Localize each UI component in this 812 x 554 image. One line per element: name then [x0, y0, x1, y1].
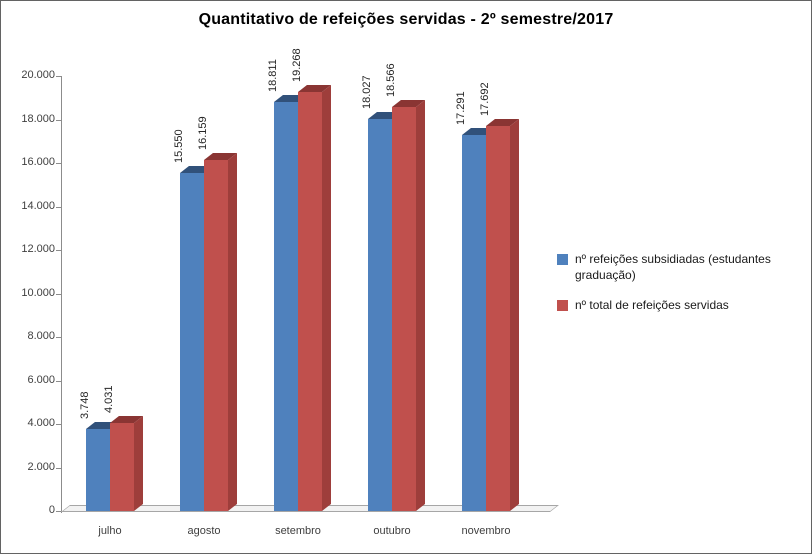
bar-side-face	[228, 152, 237, 511]
bar-side-face	[322, 84, 331, 512]
bar-side-face	[510, 118, 519, 512]
bar-total-setembro	[298, 84, 331, 512]
y-axis-tick-label: 2.000	[27, 460, 55, 473]
y-tick-mark	[56, 206, 61, 208]
x-axis-category-label: novembro	[461, 525, 511, 537]
bar-value-label: 17.692	[479, 82, 491, 116]
y-tick-mark	[56, 467, 61, 469]
y-tick-mark	[56, 337, 61, 338]
legend-item: nº refeições subsidiadas (estudantes gra…	[557, 251, 797, 283]
x-axis-category-label: setembro	[275, 525, 321, 537]
bar-subsidiadas-agosto	[180, 165, 213, 511]
legend-marker	[557, 254, 568, 265]
y-tick-mark	[56, 163, 61, 164]
bar-value-label: 4.031	[103, 385, 115, 413]
y-axis-tick-label: 14.000	[21, 199, 55, 212]
legend: nº refeições subsidiadas (estudantes gra…	[557, 251, 797, 314]
bar-value-label: 18.027	[361, 75, 373, 109]
bar-value-label: 16.159	[197, 116, 209, 150]
bar-subsidiadas-outubro	[368, 111, 401, 512]
y-axis-tick-label: 6.000	[27, 373, 55, 386]
bar-value-label: 18.566	[385, 63, 397, 97]
y-tick-mark	[56, 119, 61, 121]
y-tick-mark	[56, 511, 61, 512]
bar-total-julho	[110, 415, 143, 511]
bar-subsidiadas-setembro	[274, 94, 307, 512]
legend-item: nº total de refeições servidas	[557, 297, 797, 313]
bar-side-face	[134, 415, 143, 511]
y-axis-tick-label: 10.000	[21, 286, 55, 299]
y-axis-tick-label: 16.000	[21, 156, 55, 168]
bar-subsidiadas-julho	[86, 421, 119, 511]
bar-subsidiadas-novembro	[462, 127, 495, 512]
bar-value-label: 15.550	[173, 129, 185, 163]
bar-total-agosto	[204, 152, 237, 511]
y-axis-tick-label: 0	[48, 504, 55, 516]
legend-label: nº refeições subsidiadas (estudantes gra…	[575, 252, 771, 283]
y-axis-tick-label: 8.000	[27, 330, 55, 342]
y-tick-mark	[56, 380, 61, 382]
bar-side-face	[416, 99, 425, 512]
y-tick-mark	[56, 424, 61, 425]
bar-total-outubro	[392, 99, 425, 512]
y-axis-tick-label: 18.000	[21, 112, 55, 125]
bar-value-label: 3.748	[79, 391, 91, 419]
chart-title: Quantitativo de refeições servidas - 2º …	[198, 11, 614, 28]
bar-total-novembro	[486, 118, 519, 512]
y-tick-mark	[56, 76, 61, 77]
x-axis-category-label: agosto	[187, 525, 221, 537]
y-axis-tick-label: 12.000	[21, 243, 55, 255]
y-axis-tick-label: 20.000	[21, 69, 55, 81]
y-tick-mark	[56, 250, 61, 251]
bar-value-label: 17.291	[455, 91, 467, 125]
y-tick-mark	[56, 293, 61, 295]
x-axis-category-label: outubro	[373, 525, 411, 537]
bar-value-label: 19.268	[291, 48, 303, 82]
legend-label: nº total de refeições servidas	[575, 298, 729, 313]
y-axis-tick-label: 4.000	[27, 417, 55, 429]
x-axis-category-label: julho	[98, 525, 122, 537]
y-axis-line	[61, 76, 62, 513]
legend-marker	[557, 300, 568, 312]
bar-value-label: 18.811	[267, 59, 279, 92]
